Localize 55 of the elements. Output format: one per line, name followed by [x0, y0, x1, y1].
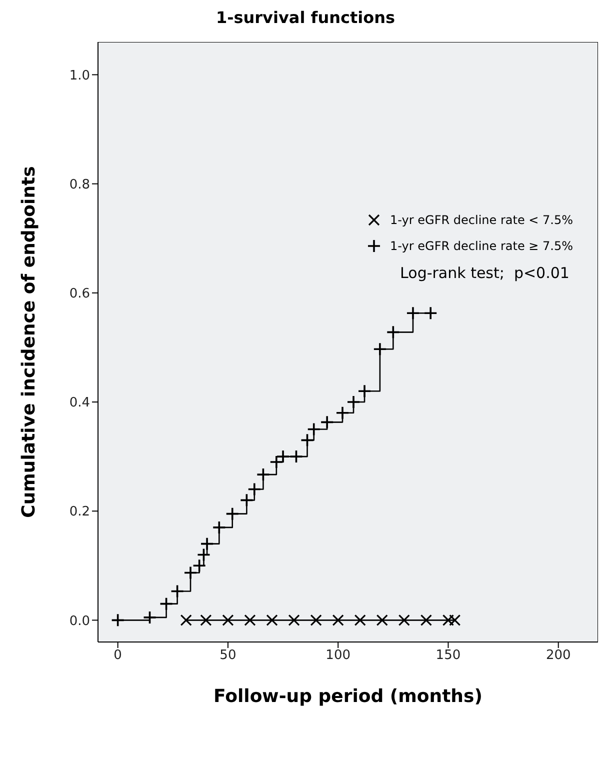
point: [192, 558, 206, 573]
y-tick-label: 0.0: [69, 614, 90, 629]
point: [424, 306, 438, 320]
chart-title: 1-survival functions: [214, 8, 396, 29]
point: [289, 450, 304, 464]
x-axis-title: Follow-up period (months): [214, 686, 482, 707]
point: [247, 482, 262, 496]
y-tick-label: 0.6: [69, 286, 90, 302]
point: [300, 433, 314, 448]
point: [240, 493, 254, 508]
point: [244, 614, 256, 626]
point: [376, 614, 388, 626]
x-tick-label: 150: [436, 648, 461, 664]
point: [398, 614, 410, 626]
point: [310, 614, 322, 626]
point: [180, 614, 192, 626]
point: [373, 342, 387, 356]
point: [142, 610, 157, 624]
y-tick-label: 0.8: [69, 177, 90, 192]
point: [420, 614, 432, 626]
point: [266, 614, 278, 626]
point: [336, 406, 350, 420]
point: [276, 450, 290, 464]
point: [256, 468, 270, 482]
x-tick-label: 50: [220, 648, 236, 664]
legend-label: 1-yr eGFR decline rate ≥ 7.5%: [390, 239, 573, 253]
point: [170, 584, 184, 598]
point: [346, 395, 360, 409]
point: [212, 520, 226, 534]
point: [225, 506, 240, 521]
point: [196, 548, 211, 562]
legend-label: 1-yr eGFR decline rate < 7.5%: [390, 213, 573, 227]
point: [306, 422, 321, 436]
point: [200, 536, 214, 551]
point: [270, 455, 284, 469]
point: [200, 614, 212, 626]
point: [332, 614, 344, 626]
point: [358, 384, 372, 398]
point: [354, 614, 366, 626]
x-tick-label: 200: [546, 648, 571, 664]
point: [320, 415, 334, 430]
point: [110, 613, 125, 628]
annotation: Log-rank test; p<0.01: [400, 264, 570, 282]
point: [184, 566, 198, 580]
point: [159, 596, 174, 611]
y-axis-title: Cumulative incidence of endpoints: [18, 166, 40, 518]
x-tick-label: 100: [326, 648, 350, 664]
y-tick-label: 0.2: [69, 504, 90, 520]
point: [406, 306, 420, 320]
y-tick-label: 0.4: [69, 396, 90, 411]
point: [222, 614, 234, 626]
x-tick-label: 0: [114, 648, 122, 664]
point: [386, 325, 400, 340]
y-tick-label: 1.0: [69, 68, 90, 84]
point: [288, 614, 300, 626]
